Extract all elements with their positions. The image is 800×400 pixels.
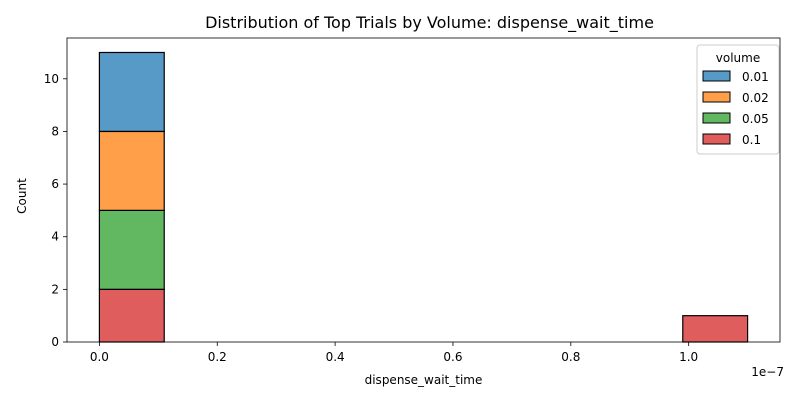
histogram-bar (98, 209, 165, 290)
chart-title: Distribution of Top Trials by Volume: di… (205, 13, 654, 33)
y-tick-label: 0 (51, 335, 59, 349)
legend-swatch (702, 91, 731, 103)
y-axis-label: Count (15, 178, 29, 214)
x-tick-label: 0.4 (326, 350, 345, 364)
x-tick-label: 1.0 (679, 350, 698, 364)
y-tick-label: 6 (51, 177, 59, 191)
y-tick-label: 2 (51, 282, 59, 296)
bars-group (98, 51, 749, 343)
histogram-bar (98, 51, 165, 133)
legend-swatch (702, 112, 731, 124)
legend-swatch (702, 133, 731, 145)
legend-entry-label: 0.1 (742, 133, 761, 147)
histogram-bar (98, 288, 165, 343)
x-axis-label: dispense_wait_time (365, 373, 483, 387)
histogram-bar (682, 315, 749, 343)
y-tick-label: 10 (44, 72, 59, 86)
legend-swatch (702, 70, 731, 82)
x-tick-label: 0.8 (561, 350, 580, 364)
legend-entry-label: 0.05 (742, 112, 769, 126)
legend-title: volume (716, 51, 760, 65)
legend: volume 0.01 0.02 0.05 0.1 (696, 44, 780, 155)
x-tick-label: 0.6 (443, 350, 462, 364)
legend-entry-label: 0.01 (742, 70, 769, 84)
axes-group: 0.0 0.2 0.4 0.6 0.8 1.0 0 2 4 6 8 10 (44, 37, 781, 364)
x-tick-label: 0.0 (90, 350, 109, 364)
histogram-bar (98, 130, 165, 211)
x-tick-label: 0.2 (208, 350, 227, 364)
y-tick-label: 4 (51, 230, 59, 244)
y-tick-label: 8 (51, 124, 59, 138)
plot-frame (66, 37, 781, 343)
legend-entry-label: 0.02 (742, 91, 769, 105)
x-axis-offset-label: 1e−7 (751, 365, 784, 379)
